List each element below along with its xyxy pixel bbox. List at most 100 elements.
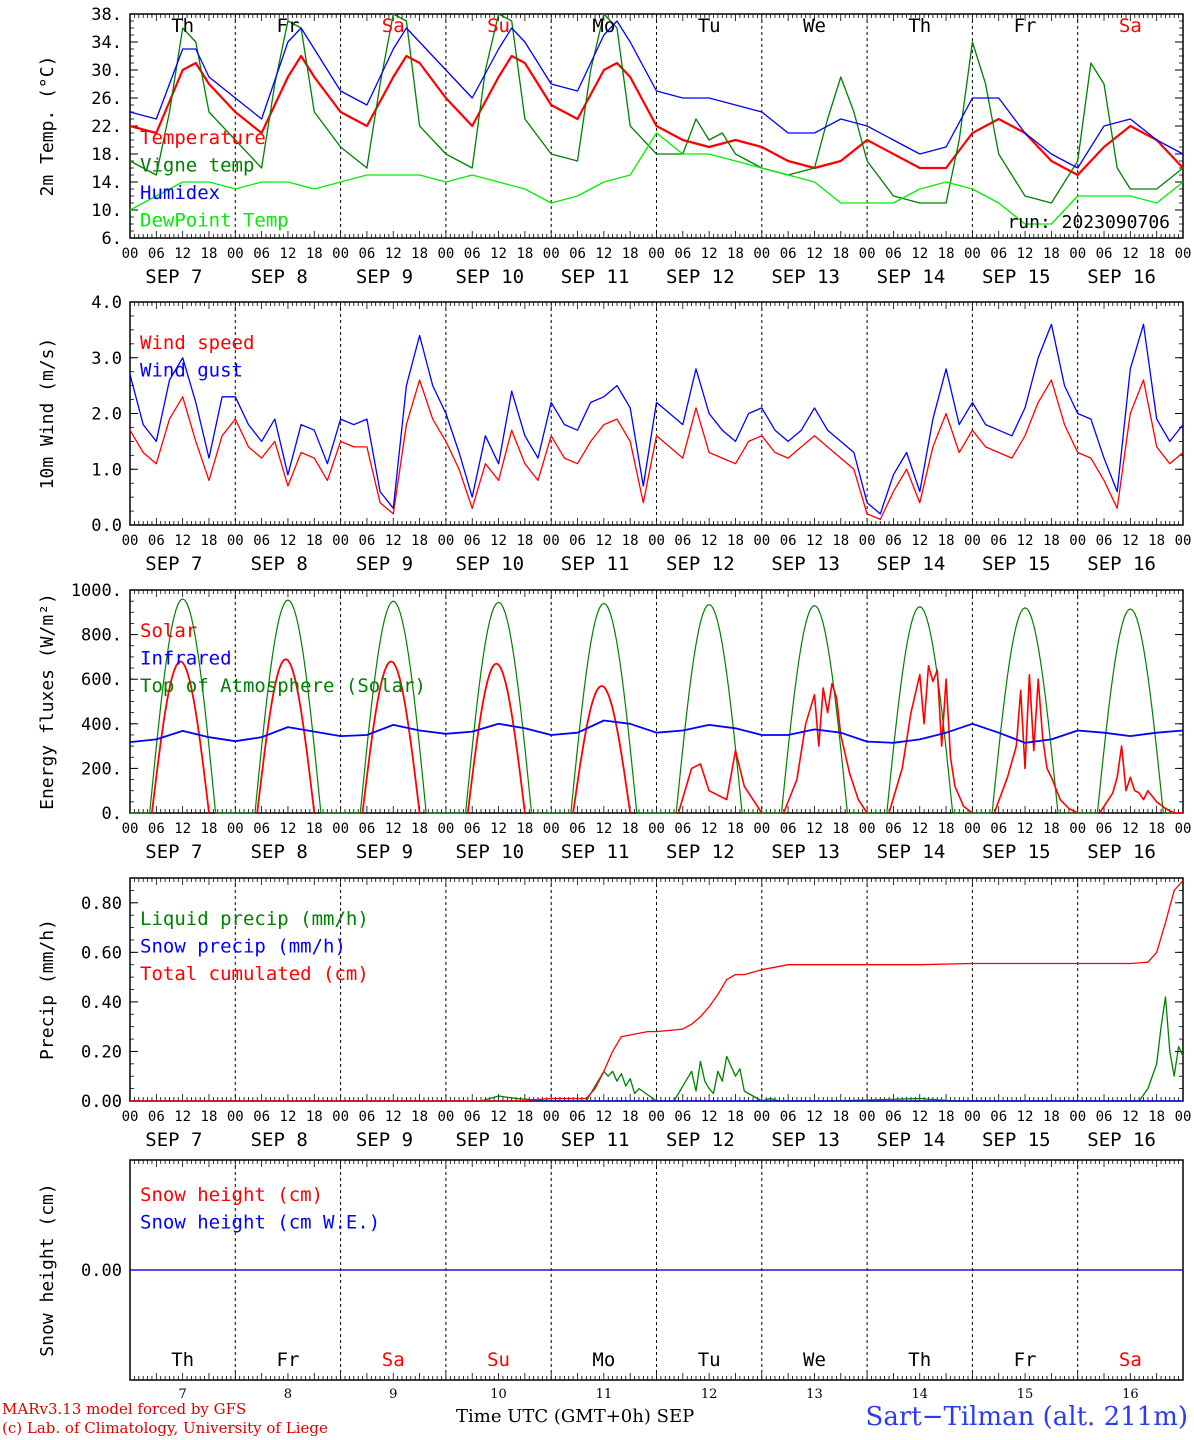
x-hour-label: 06 — [358, 1109, 375, 1125]
x-hour-label: 12 — [174, 1109, 191, 1125]
x-date-label: SEP 13 — [771, 1129, 840, 1151]
x-hour-label: 06 — [253, 1109, 270, 1125]
x-date-label: SEP 16 — [1087, 553, 1156, 575]
x-hour-label: 06 — [1096, 821, 1113, 837]
x-hour-label: 06 — [464, 821, 481, 837]
weekday-label-bottom: Sa — [1119, 1349, 1142, 1371]
x-hour-label: 06 — [780, 246, 797, 262]
day-number-label: 8 — [284, 1387, 292, 1402]
x-hour-label: 00 — [122, 821, 139, 837]
y-tick-label: 2.0 — [91, 405, 122, 425]
y-tick-label: 4.0 — [91, 293, 122, 313]
credit-lab: (c) Lab. of Climatology, University of L… — [2, 1419, 328, 1437]
x-hour-label: 06 — [569, 821, 586, 837]
plot-frame — [129, 589, 1184, 814]
x-hour-label: 18 — [201, 1109, 218, 1125]
x-date-label: SEP 7 — [145, 553, 202, 575]
x-hour-label: 00 — [332, 246, 349, 262]
y-tick-label: 0.80 — [81, 894, 122, 914]
x-hour-label: 18 — [306, 246, 323, 262]
x-hour-label: 12 — [595, 821, 612, 837]
x-hour-label: 12 — [911, 246, 928, 262]
x-hour-label: 00 — [1175, 1109, 1192, 1125]
x-date-label: SEP 14 — [877, 1129, 946, 1151]
x-hour-label: 18 — [1043, 1109, 1060, 1125]
legend-entry: Humidex — [140, 182, 220, 204]
y-tick-label: 800. — [81, 626, 122, 646]
x-hour-label: 06 — [1096, 533, 1113, 549]
series-solar-line — [1098, 745, 1183, 814]
weekday-label-bottom: Tu — [698, 1349, 721, 1371]
y-tick-label: 0.00 — [81, 1092, 122, 1112]
x-hour-label: 00 — [437, 821, 454, 837]
x-hour-label: 12 — [280, 821, 297, 837]
panel-4: 0.00 0.20 0.40 0.60 0.80 Precip (mm/h) 00 06 12 1… — [37, 877, 1192, 1151]
day-number-label: 14 — [911, 1387, 928, 1402]
x-hour-label: 00 — [859, 821, 876, 837]
legend-entry: Infrared — [140, 648, 232, 670]
x-hour-label: 18 — [727, 533, 744, 549]
x-date-label: SEP 8 — [251, 841, 308, 863]
weekday-label-top: Su — [487, 15, 510, 37]
x-hour-label: 00 — [543, 1109, 560, 1125]
x-hour-label: 00 — [332, 1109, 349, 1125]
x-hour-label: 00 — [648, 246, 665, 262]
series-solar-line — [782, 682, 868, 814]
weekday-label-bottom: Th — [908, 1349, 931, 1371]
x-hour-label: 12 — [490, 533, 507, 549]
x-hour-label: 06 — [148, 1109, 165, 1125]
series-solar-line — [888, 664, 973, 814]
x-hour-label: 12 — [280, 1109, 297, 1125]
x-hour-label: 18 — [938, 246, 955, 262]
x-hour-label: 00 — [1069, 246, 1086, 262]
x-hour-label: 06 — [253, 821, 270, 837]
x-hour-label: 12 — [385, 246, 402, 262]
x-axis-title: Time UTC (GMT+0h) SEP — [456, 1406, 695, 1427]
x-hour-label: 18 — [1148, 821, 1165, 837]
x-hour-label: 12 — [911, 821, 928, 837]
x-hour-label: 18 — [622, 821, 639, 837]
x-hour-label: 06 — [148, 821, 165, 837]
x-date-label: SEP 13 — [771, 553, 840, 575]
y-tick-label: 38. — [91, 5, 122, 25]
x-hour-label: 06 — [253, 533, 270, 549]
x-hour-label: 06 — [990, 533, 1007, 549]
x-hour-label: 12 — [701, 1109, 718, 1125]
x-hour-label: 12 — [595, 533, 612, 549]
x-hour-label: 00 — [122, 1109, 139, 1125]
x-hour-label: 00 — [1069, 821, 1086, 837]
x-hour-label: 18 — [832, 821, 849, 837]
x-hour-label: 12 — [806, 246, 823, 262]
x-hour-label: 00 — [964, 246, 981, 262]
x-hour-label: 18 — [1043, 533, 1060, 549]
day-number-label: 10 — [490, 1387, 507, 1402]
y-tick-label: 0.00 — [81, 1261, 122, 1281]
x-hour-label: 12 — [1122, 246, 1139, 262]
legend-entry: Vigne temp — [140, 155, 254, 177]
day-number-label: 9 — [389, 1387, 397, 1402]
weekday-label-top: Tu — [698, 15, 721, 37]
y-tick-label: 400. — [81, 715, 122, 735]
x-hour-label: 18 — [306, 821, 323, 837]
x-hour-label: 18 — [727, 821, 744, 837]
series-line-1 — [129, 323, 1184, 515]
weekday-label-top: Th — [171, 15, 194, 37]
y-tick-label: 0.20 — [81, 1042, 122, 1062]
x-hour-label: 18 — [516, 246, 533, 262]
x-hour-label: 18 — [832, 246, 849, 262]
day-number-label: 11 — [596, 1387, 613, 1402]
series-toa-line — [235, 599, 341, 814]
series-toa-line — [551, 602, 657, 814]
x-hour-label: 06 — [569, 246, 586, 262]
x-hour-label: 18 — [411, 821, 428, 837]
y-tick-label: 14. — [91, 173, 122, 193]
x-date-label: SEP 10 — [455, 553, 524, 575]
y-tick-label: 26. — [91, 89, 122, 109]
weekday-label-bottom: Th — [171, 1349, 194, 1371]
y-axis-title: Precip (mm/h) — [37, 919, 58, 1060]
x-date-label: SEP 7 — [145, 266, 202, 288]
x-hour-label: 18 — [201, 533, 218, 549]
x-hour-label: 06 — [674, 533, 691, 549]
x-hour-label: 06 — [1096, 246, 1113, 262]
